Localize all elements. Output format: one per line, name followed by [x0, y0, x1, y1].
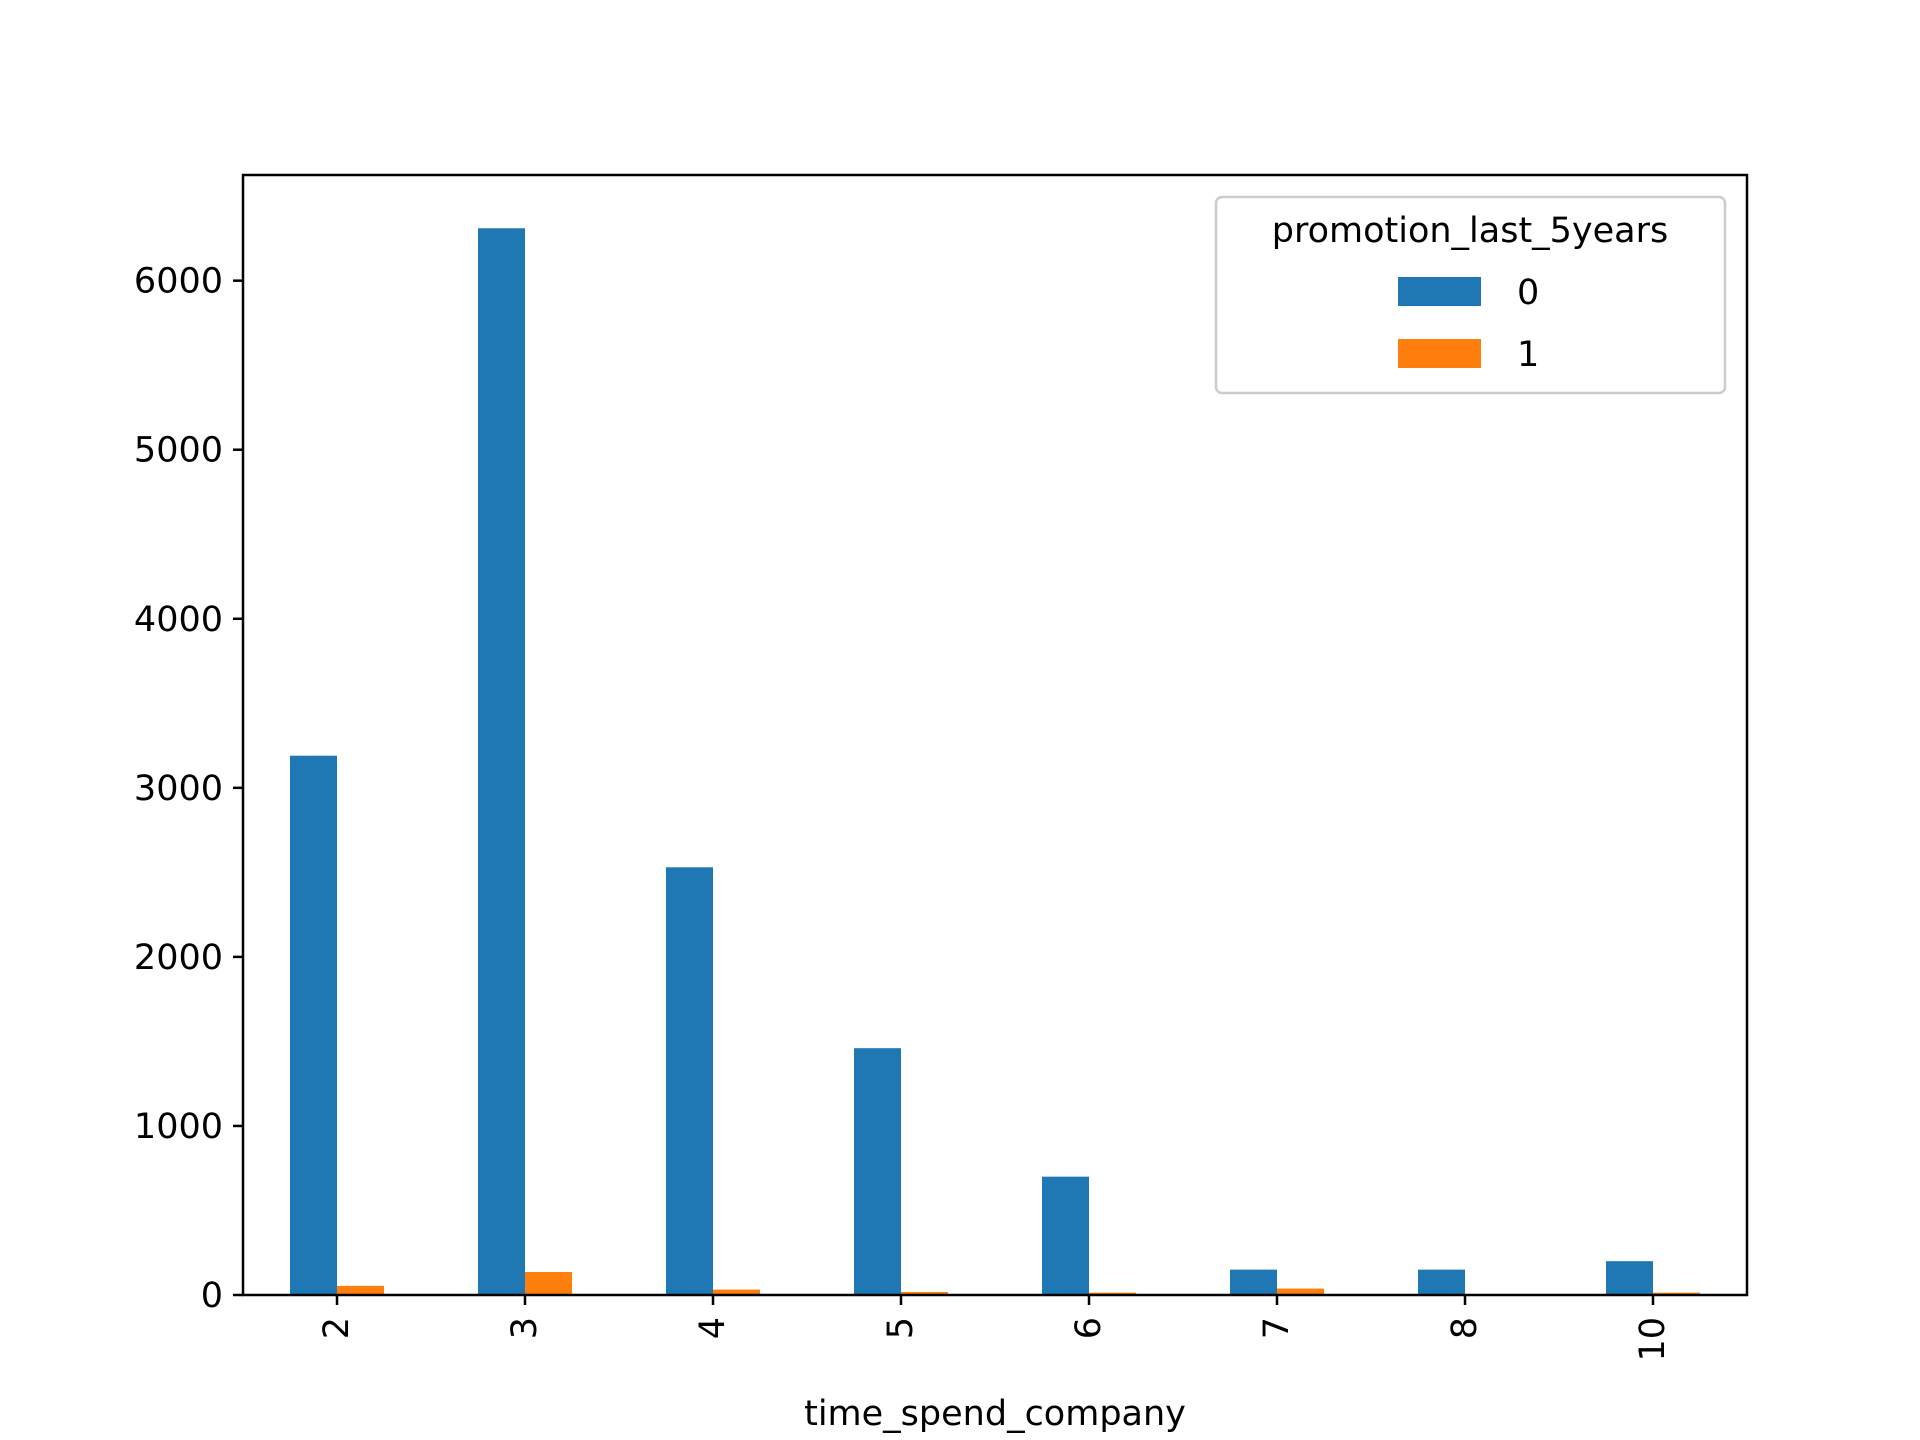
legend-label-series-0: 0 [1517, 273, 1539, 313]
x-tick-label-7: 7 [1257, 1317, 1297, 1339]
y-tick-label: 5000 [134, 431, 223, 471]
y-axis: 0 1000 2000 3000 4000 5000 6000 [134, 262, 243, 1316]
bar-series-1-cat-2 [337, 1285, 384, 1295]
bar-series-1-cat-7 [1277, 1288, 1324, 1295]
x-tick-label-8: 8 [1445, 1317, 1485, 1339]
legend: promotion_last_5years 0 1 [1214, 195, 1727, 395]
bar-series-1-cat-4 [713, 1289, 760, 1295]
bar-series-0-cat-2 [290, 755, 337, 1295]
y-tick-label: 1000 [134, 1107, 223, 1147]
bar-series-0-cat-3 [478, 228, 525, 1296]
bars-layer [290, 228, 1700, 1296]
legend-swatch-series-1 [1398, 339, 1481, 368]
y-tick-label: 0 [201, 1276, 223, 1316]
bar-series-0-cat-6 [1042, 1176, 1089, 1295]
bar-series-0-cat-8 [1418, 1269, 1465, 1295]
legend-label-series-1: 1 [1517, 335, 1539, 375]
bar-series-0-cat-5 [854, 1048, 901, 1295]
bar-series-1-cat-5 [901, 1291, 948, 1295]
y-tick-label: 6000 [134, 262, 223, 302]
bar-series-0-cat-10 [1606, 1261, 1653, 1295]
x-tick-label-6: 6 [1069, 1317, 1109, 1339]
legend-title: promotion_last_5years [1272, 211, 1669, 251]
x-tick-label-5: 5 [881, 1317, 921, 1339]
y-tick-label: 2000 [134, 938, 223, 978]
x-tick-label-10: 10 [1633, 1317, 1673, 1362]
y-tick-label: 3000 [134, 769, 223, 809]
bar-series-1-cat-3 [525, 1272, 572, 1295]
x-tick-label-4: 4 [693, 1317, 733, 1339]
x-axis-label: time_spend_company [804, 1394, 1186, 1434]
y-tick-label: 4000 [134, 600, 223, 640]
bar-series-0-cat-4 [666, 867, 713, 1295]
plot-frame [241, 173, 1749, 1297]
x-tick-label-3: 3 [505, 1317, 545, 1339]
bar-series-0-cat-7 [1230, 1269, 1277, 1295]
x-axis: 2 3 4 5 6 7 8 10 [317, 1295, 1673, 1362]
legend-swatch-series-0 [1398, 277, 1481, 306]
x-tick-label-2: 2 [317, 1317, 357, 1339]
